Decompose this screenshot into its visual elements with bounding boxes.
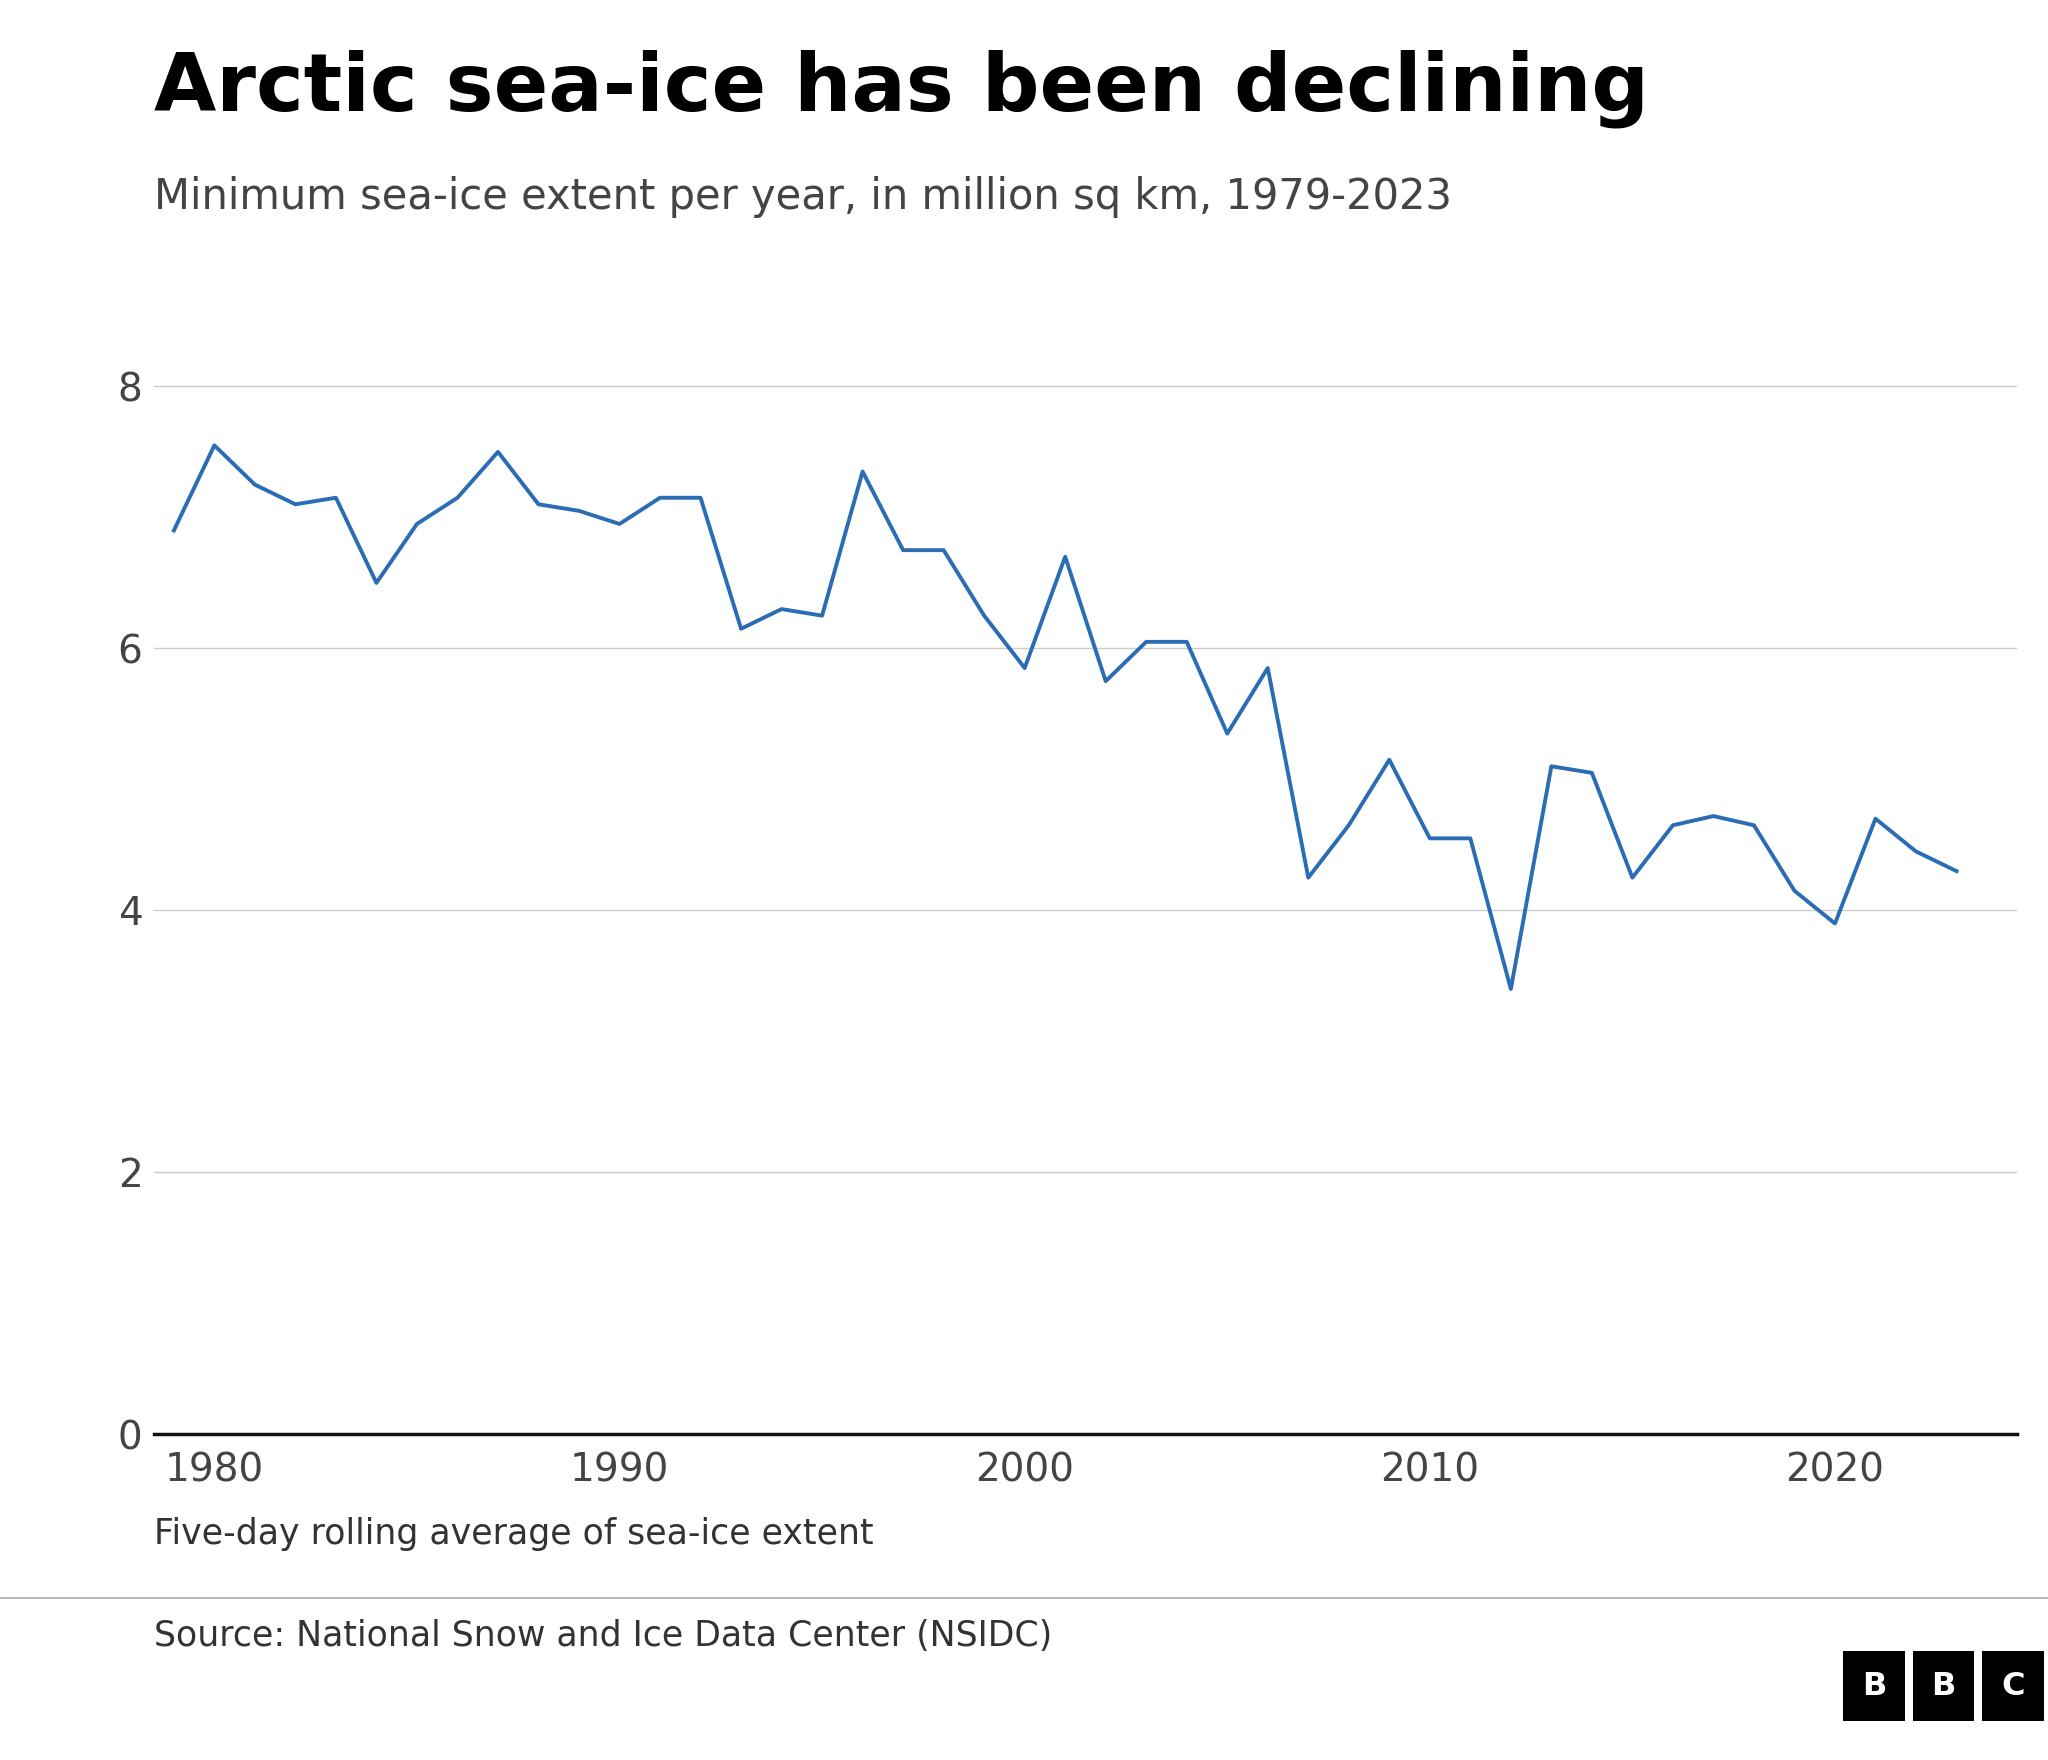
Text: C: C [2001, 1670, 2025, 1702]
Text: B: B [1931, 1670, 1956, 1702]
Text: Source: National Snow and Ice Data Center (NSIDC): Source: National Snow and Ice Data Cente… [154, 1619, 1053, 1653]
Text: Five-day rolling average of sea-ice extent: Five-day rolling average of sea-ice exte… [154, 1517, 872, 1551]
Text: Arctic sea-ice has been declining: Arctic sea-ice has been declining [154, 49, 1649, 128]
Text: B: B [1862, 1670, 1886, 1702]
Text: Minimum sea-ice extent per year, in million sq km, 1979-2023: Minimum sea-ice extent per year, in mill… [154, 176, 1452, 218]
